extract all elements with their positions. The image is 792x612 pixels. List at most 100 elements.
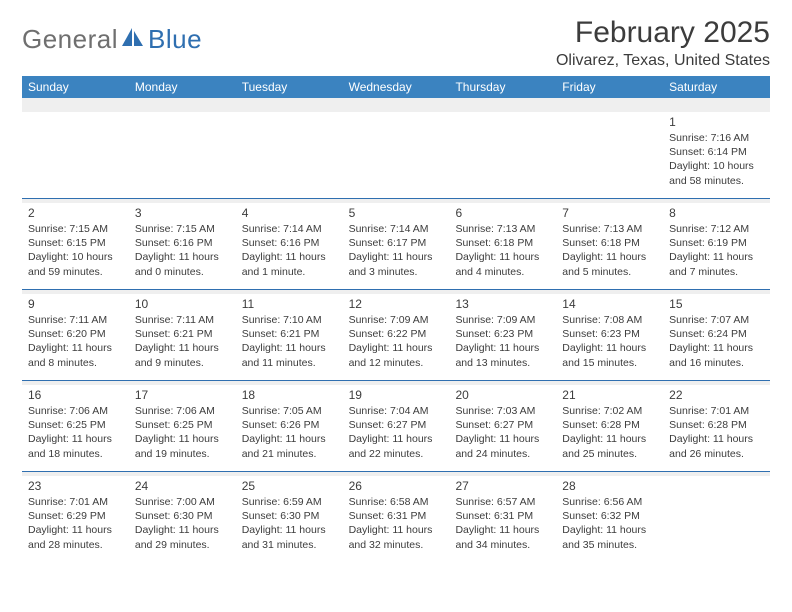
daylight-line-1: Daylight: 11 hours	[349, 341, 444, 355]
day-header: Tuesday	[236, 76, 343, 98]
day-header: Monday	[129, 76, 236, 98]
calendar-cell: 18Sunrise: 7:05 AMSunset: 6:26 PMDayligh…	[236, 385, 343, 471]
daylight-line-2: and 4 minutes.	[455, 265, 550, 279]
sunrise-line: Sunrise: 7:07 AM	[669, 313, 764, 327]
sunrise-line: Sunrise: 6:57 AM	[455, 495, 550, 509]
calendar-cell	[129, 112, 236, 198]
sunset-line: Sunset: 6:31 PM	[455, 509, 550, 523]
calendar-cell: 5Sunrise: 7:14 AMSunset: 6:17 PMDaylight…	[343, 203, 450, 289]
daylight-line-1: Daylight: 11 hours	[669, 250, 764, 264]
day-number: 8	[669, 206, 764, 220]
sunrise-line: Sunrise: 7:16 AM	[669, 131, 764, 145]
day-number: 18	[242, 388, 337, 402]
sunset-line: Sunset: 6:24 PM	[669, 327, 764, 341]
sunrise-line: Sunrise: 7:09 AM	[349, 313, 444, 327]
sunrise-line: Sunrise: 7:15 AM	[28, 222, 123, 236]
day-number: 27	[455, 479, 550, 493]
calendar-cell: 24Sunrise: 7:00 AMSunset: 6:30 PMDayligh…	[129, 476, 236, 562]
daylight-line-2: and 12 minutes.	[349, 356, 444, 370]
sunrise-line: Sunrise: 7:09 AM	[455, 313, 550, 327]
day-header: Saturday	[663, 76, 770, 98]
daylight-line-2: and 29 minutes.	[135, 538, 230, 552]
day-number: 2	[28, 206, 123, 220]
calendar-cell: 8Sunrise: 7:12 AMSunset: 6:19 PMDaylight…	[663, 203, 770, 289]
day-number: 7	[562, 206, 657, 220]
day-number: 1	[669, 115, 764, 129]
sunrise-line: Sunrise: 7:14 AM	[349, 222, 444, 236]
sunset-line: Sunset: 6:16 PM	[135, 236, 230, 250]
sunrise-line: Sunrise: 7:06 AM	[135, 404, 230, 418]
day-header-row: SundayMondayTuesdayWednesdayThursdayFrid…	[22, 76, 770, 98]
calendar-cell: 12Sunrise: 7:09 AMSunset: 6:22 PMDayligh…	[343, 294, 450, 380]
sunset-line: Sunset: 6:23 PM	[562, 327, 657, 341]
calendar-cell: 2Sunrise: 7:15 AMSunset: 6:15 PMDaylight…	[22, 203, 129, 289]
calendar-spacer	[22, 98, 770, 112]
day-number: 5	[349, 206, 444, 220]
daylight-line-1: Daylight: 11 hours	[562, 341, 657, 355]
logo: General Blue	[22, 24, 202, 55]
sunset-line: Sunset: 6:20 PM	[28, 327, 123, 341]
sunrise-line: Sunrise: 6:56 AM	[562, 495, 657, 509]
daylight-line-2: and 35 minutes.	[562, 538, 657, 552]
daylight-line-1: Daylight: 11 hours	[455, 250, 550, 264]
sunrise-line: Sunrise: 6:59 AM	[242, 495, 337, 509]
sunrise-line: Sunrise: 7:05 AM	[242, 404, 337, 418]
calendar-week: 23Sunrise: 7:01 AMSunset: 6:29 PMDayligh…	[22, 476, 770, 562]
day-number: 6	[455, 206, 550, 220]
sunrise-line: Sunrise: 7:03 AM	[455, 404, 550, 418]
daylight-line-1: Daylight: 11 hours	[455, 341, 550, 355]
sunset-line: Sunset: 6:22 PM	[349, 327, 444, 341]
day-number: 13	[455, 297, 550, 311]
calendar-cell: 28Sunrise: 6:56 AMSunset: 6:32 PMDayligh…	[556, 476, 663, 562]
day-number: 20	[455, 388, 550, 402]
calendar-cell: 1Sunrise: 7:16 AMSunset: 6:14 PMDaylight…	[663, 112, 770, 198]
calendar-cell: 25Sunrise: 6:59 AMSunset: 6:30 PMDayligh…	[236, 476, 343, 562]
sunset-line: Sunset: 6:18 PM	[562, 236, 657, 250]
daylight-line-2: and 16 minutes.	[669, 356, 764, 370]
daylight-line-1: Daylight: 11 hours	[349, 250, 444, 264]
sunset-line: Sunset: 6:28 PM	[669, 418, 764, 432]
sunset-line: Sunset: 6:15 PM	[28, 236, 123, 250]
sunset-line: Sunset: 6:30 PM	[135, 509, 230, 523]
calendar-cell	[449, 112, 556, 198]
sunset-line: Sunset: 6:30 PM	[242, 509, 337, 523]
sunrise-line: Sunrise: 7:00 AM	[135, 495, 230, 509]
daylight-line-1: Daylight: 11 hours	[242, 250, 337, 264]
daylight-line-1: Daylight: 11 hours	[135, 432, 230, 446]
daylight-line-1: Daylight: 11 hours	[242, 523, 337, 537]
daylight-line-1: Daylight: 11 hours	[562, 250, 657, 264]
day-number: 19	[349, 388, 444, 402]
calendar-week: 9Sunrise: 7:11 AMSunset: 6:20 PMDaylight…	[22, 294, 770, 381]
sunset-line: Sunset: 6:25 PM	[28, 418, 123, 432]
sunset-line: Sunset: 6:16 PM	[242, 236, 337, 250]
daylight-line-2: and 31 minutes.	[242, 538, 337, 552]
sunset-line: Sunset: 6:18 PM	[455, 236, 550, 250]
calendar-cell: 15Sunrise: 7:07 AMSunset: 6:24 PMDayligh…	[663, 294, 770, 380]
header: General Blue February 2025 Olivarez, Tex…	[22, 16, 770, 70]
daylight-line-1: Daylight: 11 hours	[562, 523, 657, 537]
sunset-line: Sunset: 6:26 PM	[242, 418, 337, 432]
day-header: Wednesday	[343, 76, 450, 98]
day-number: 26	[349, 479, 444, 493]
calendar-cell	[343, 112, 450, 198]
daylight-line-2: and 11 minutes.	[242, 356, 337, 370]
calendar-cell: 20Sunrise: 7:03 AMSunset: 6:27 PMDayligh…	[449, 385, 556, 471]
daylight-line-2: and 0 minutes.	[135, 265, 230, 279]
daylight-line-1: Daylight: 11 hours	[669, 432, 764, 446]
daylight-line-1: Daylight: 11 hours	[28, 341, 123, 355]
sunrise-line: Sunrise: 6:58 AM	[349, 495, 444, 509]
sunset-line: Sunset: 6:28 PM	[562, 418, 657, 432]
sunset-line: Sunset: 6:32 PM	[562, 509, 657, 523]
daylight-line-1: Daylight: 11 hours	[349, 432, 444, 446]
calendar-cell	[663, 476, 770, 562]
daylight-line-2: and 58 minutes.	[669, 174, 764, 188]
day-number: 23	[28, 479, 123, 493]
sunset-line: Sunset: 6:14 PM	[669, 145, 764, 159]
daylight-line-1: Daylight: 11 hours	[135, 250, 230, 264]
sunrise-line: Sunrise: 7:12 AM	[669, 222, 764, 236]
daylight-line-2: and 8 minutes.	[28, 356, 123, 370]
daylight-line-1: Daylight: 11 hours	[135, 341, 230, 355]
calendar-cell: 4Sunrise: 7:14 AMSunset: 6:16 PMDaylight…	[236, 203, 343, 289]
day-header: Thursday	[449, 76, 556, 98]
calendar-cell: 7Sunrise: 7:13 AMSunset: 6:18 PMDaylight…	[556, 203, 663, 289]
